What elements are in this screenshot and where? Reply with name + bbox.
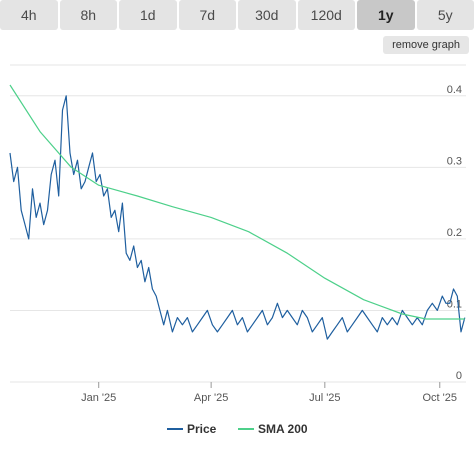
y-tick-label: 0: [456, 370, 462, 382]
tab-5y[interactable]: 5y: [416, 0, 474, 30]
y-tick-label: 0.3: [447, 155, 462, 167]
y-tick-label: 0.2: [447, 227, 462, 239]
legend-sma-200-label: SMA 200: [258, 422, 308, 436]
tab-8h[interactable]: 8h: [59, 0, 117, 30]
x-tick-label: Jul '25: [309, 392, 340, 404]
remove-graph-button[interactable]: remove graph: [383, 36, 469, 54]
tab-7d[interactable]: 7d: [178, 0, 236, 30]
tab-1d[interactable]: 1d: [119, 0, 177, 30]
x-tick-label: Apr '25: [194, 392, 229, 404]
time-range-tabs: 4h 8h 1d 7d 30d 120d 1y 5y: [0, 0, 474, 30]
legend-price-label: Price: [187, 422, 217, 436]
tab-120d[interactable]: 120d: [297, 0, 355, 30]
y-tick-label: 0.4: [447, 84, 462, 96]
x-tick-label: Jan '25: [81, 392, 116, 404]
x-tick-label: Oct '25: [423, 392, 458, 404]
tab-30d[interactable]: 30d: [238, 0, 296, 30]
tab-4h[interactable]: 4h: [0, 0, 58, 30]
y-tick-label: 0.1: [447, 298, 462, 310]
tab-1y[interactable]: 1y: [357, 0, 415, 30]
price-line: [9, 95, 466, 340]
sma-200-line: [9, 84, 465, 320]
